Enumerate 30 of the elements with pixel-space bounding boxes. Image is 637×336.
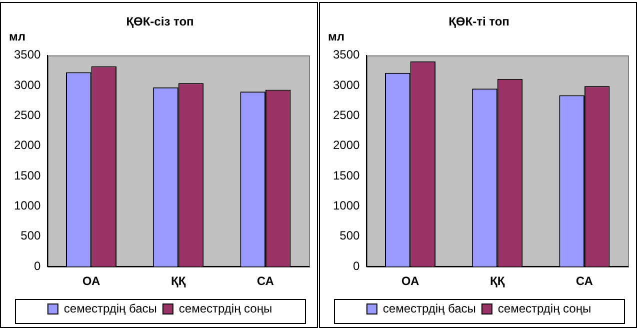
x-tick-label: ОА — [401, 274, 420, 288]
x-tick-label: ҚҚ — [171, 274, 186, 288]
y-tick-label: 3000 — [14, 78, 42, 92]
y-axis-title: мл — [9, 29, 26, 44]
y-tick-label: 3000 — [332, 78, 360, 92]
y-tick-label: 500 — [340, 228, 360, 243]
y-tick-label: 1000 — [14, 198, 42, 213]
y-tick-label: 1500 — [332, 168, 360, 182]
legend-label: семестрдің басы — [382, 301, 476, 316]
y-tick-label: 3500 — [14, 48, 42, 62]
y-tick-label: 2000 — [14, 138, 42, 152]
y-tick-label: 500 — [20, 228, 42, 243]
y-tick-label: 3500 — [332, 48, 360, 62]
y-tick-label: 1000 — [332, 198, 360, 213]
y-tick-label: 2000 — [332, 138, 360, 152]
chart-title: ҚӨК-сіз топ — [126, 14, 194, 29]
legend-label: семестрдің соңы — [498, 301, 592, 316]
x-tick-label: ОА — [82, 274, 100, 288]
y-tick-label: 0 — [353, 258, 360, 273]
x-tick-label: ҚҚ — [490, 274, 506, 288]
y-axis-title: мл — [328, 29, 344, 44]
y-tick-label: 1500 — [14, 168, 42, 182]
y-tick-label: 2500 — [332, 108, 360, 122]
legend-label: семестрдің басы — [64, 301, 157, 316]
chart-title: ҚӨК-ті топ — [448, 14, 510, 29]
y-tick-label: 2500 — [14, 108, 42, 122]
y-tick-label: 0 — [34, 258, 42, 273]
x-tick-label: СА — [256, 274, 274, 288]
x-tick-label: СА — [576, 274, 594, 288]
legend-label: семестрдің соңы — [178, 301, 272, 316]
